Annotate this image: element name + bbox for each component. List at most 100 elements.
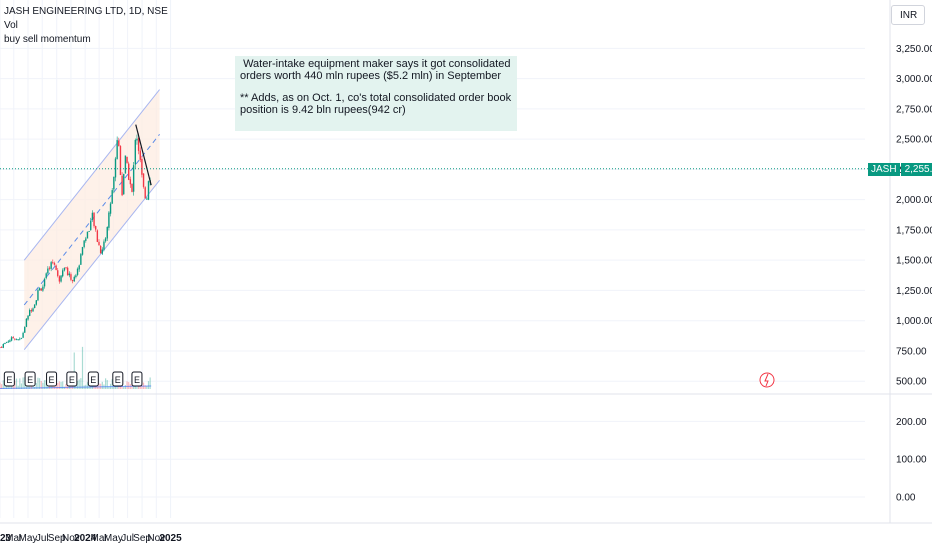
candle-body bbox=[4, 342, 6, 345]
trendline[interactable] bbox=[135, 124, 152, 186]
candle-body bbox=[30, 310, 33, 312]
price-tick-label: 500.00 bbox=[896, 377, 927, 388]
candle-body bbox=[48, 267, 51, 269]
candle-body bbox=[88, 231, 90, 232]
indicator-vol[interactable]: Vol bbox=[4, 20, 18, 31]
candle-body bbox=[116, 140, 118, 159]
candle-body bbox=[119, 146, 122, 176]
channel-upper[interactable] bbox=[23, 89, 160, 261]
candle-body bbox=[137, 137, 140, 151]
candle-body bbox=[141, 158, 143, 175]
candles bbox=[0, 133, 151, 349]
candle-body bbox=[121, 175, 123, 196]
candle-body bbox=[47, 268, 49, 274]
candle-body bbox=[131, 183, 133, 192]
volume-bar bbox=[1, 384, 3, 389]
volume-bar bbox=[15, 378, 18, 389]
volume-bar bbox=[43, 380, 46, 389]
volume-bar bbox=[106, 380, 108, 389]
last-price-label: JASH 2,255.00 bbox=[868, 163, 932, 176]
time-tick-label: May bbox=[104, 533, 123, 544]
price-tick-label: 1,500.00 bbox=[896, 256, 932, 267]
candle-body bbox=[101, 249, 103, 254]
volume-bar bbox=[90, 386, 92, 389]
volume-bar bbox=[40, 380, 42, 389]
candle-body bbox=[95, 226, 97, 230]
candle-body bbox=[43, 278, 46, 287]
candle-body bbox=[37, 290, 39, 301]
candle-body bbox=[58, 276, 61, 282]
candle-body bbox=[80, 254, 82, 265]
candle-body bbox=[113, 176, 115, 190]
volume-bar bbox=[39, 378, 41, 389]
volume-bar bbox=[108, 386, 110, 389]
earnings-marker[interactable]: E bbox=[112, 371, 124, 387]
candle-body bbox=[29, 310, 31, 316]
volume-bar bbox=[86, 382, 89, 389]
volume-bar bbox=[147, 381, 150, 389]
candle-body bbox=[66, 267, 69, 276]
candle-body bbox=[76, 268, 79, 275]
time-tick-label: 2024 bbox=[74, 533, 97, 544]
price-tick-label: 2,000.00 bbox=[896, 195, 932, 206]
trendline-segment[interactable] bbox=[135, 124, 152, 186]
channel-lower[interactable] bbox=[23, 179, 160, 351]
candle-body bbox=[128, 163, 130, 180]
symbol-title[interactable]: JASH ENGINEERING LTD, 1D, NSE bbox=[4, 6, 168, 17]
candle-body bbox=[109, 203, 112, 214]
volume-bar bbox=[35, 382, 37, 389]
earnings-marker[interactable]: E bbox=[3, 371, 15, 387]
price-tick-label: 2,500.00 bbox=[896, 135, 932, 146]
currency-button[interactable]: INR bbox=[891, 5, 925, 25]
volume-bar bbox=[62, 381, 64, 389]
price-tick-label: 1,250.00 bbox=[896, 286, 932, 297]
candle-body bbox=[93, 212, 95, 227]
earnings-marker[interactable]: E bbox=[24, 371, 36, 387]
candle-body bbox=[7, 341, 9, 343]
candle-body bbox=[124, 155, 127, 174]
price-tick-label: 3,250.00 bbox=[896, 44, 932, 55]
price-tick-label: 1,000.00 bbox=[896, 316, 932, 327]
earnings-marker[interactable]: E bbox=[66, 371, 78, 387]
candle-body bbox=[52, 262, 54, 264]
candle-body bbox=[33, 304, 36, 308]
candle-body bbox=[68, 273, 70, 276]
candle-body bbox=[85, 238, 87, 241]
indicator-buy-sell-momentum[interactable]: buy sell momentum bbox=[4, 34, 91, 45]
time-tick-label: Sep bbox=[48, 533, 66, 544]
dividend-flash-icon[interactable] bbox=[759, 372, 775, 388]
candle-body bbox=[147, 181, 150, 200]
volume-bar bbox=[60, 381, 62, 389]
candle-body bbox=[123, 174, 125, 195]
candle-body bbox=[14, 338, 16, 340]
volume-bar bbox=[7, 384, 9, 389]
volume-bar bbox=[105, 378, 107, 389]
volume-bar bbox=[144, 385, 146, 389]
candle-body bbox=[98, 241, 100, 246]
news-annotation[interactable]: Water-intake equipment maker says it got… bbox=[235, 56, 517, 131]
candle-body bbox=[22, 332, 24, 338]
candle-body bbox=[10, 337, 13, 341]
candle-body bbox=[126, 156, 128, 163]
candle-body bbox=[5, 341, 8, 343]
candle-body bbox=[55, 265, 57, 270]
candle-body bbox=[32, 308, 34, 312]
candle-body bbox=[9, 340, 11, 342]
volume-bar bbox=[88, 383, 90, 389]
candle-body bbox=[60, 275, 62, 282]
volume-bar bbox=[128, 382, 130, 389]
earnings-marker[interactable]: E bbox=[131, 371, 143, 387]
earnings-marker[interactable]: E bbox=[87, 371, 99, 387]
earnings-marker-label: E bbox=[69, 375, 75, 385]
candle-body bbox=[17, 339, 19, 341]
volume-bar bbox=[78, 379, 80, 389]
candle-body bbox=[70, 274, 72, 280]
candle-body bbox=[144, 187, 146, 199]
candle-body bbox=[91, 212, 94, 220]
volume-bar bbox=[57, 383, 59, 389]
time-tick-label: 2025 bbox=[159, 533, 182, 544]
earnings-marker[interactable]: E bbox=[46, 371, 58, 387]
volume-bar bbox=[19, 378, 21, 389]
